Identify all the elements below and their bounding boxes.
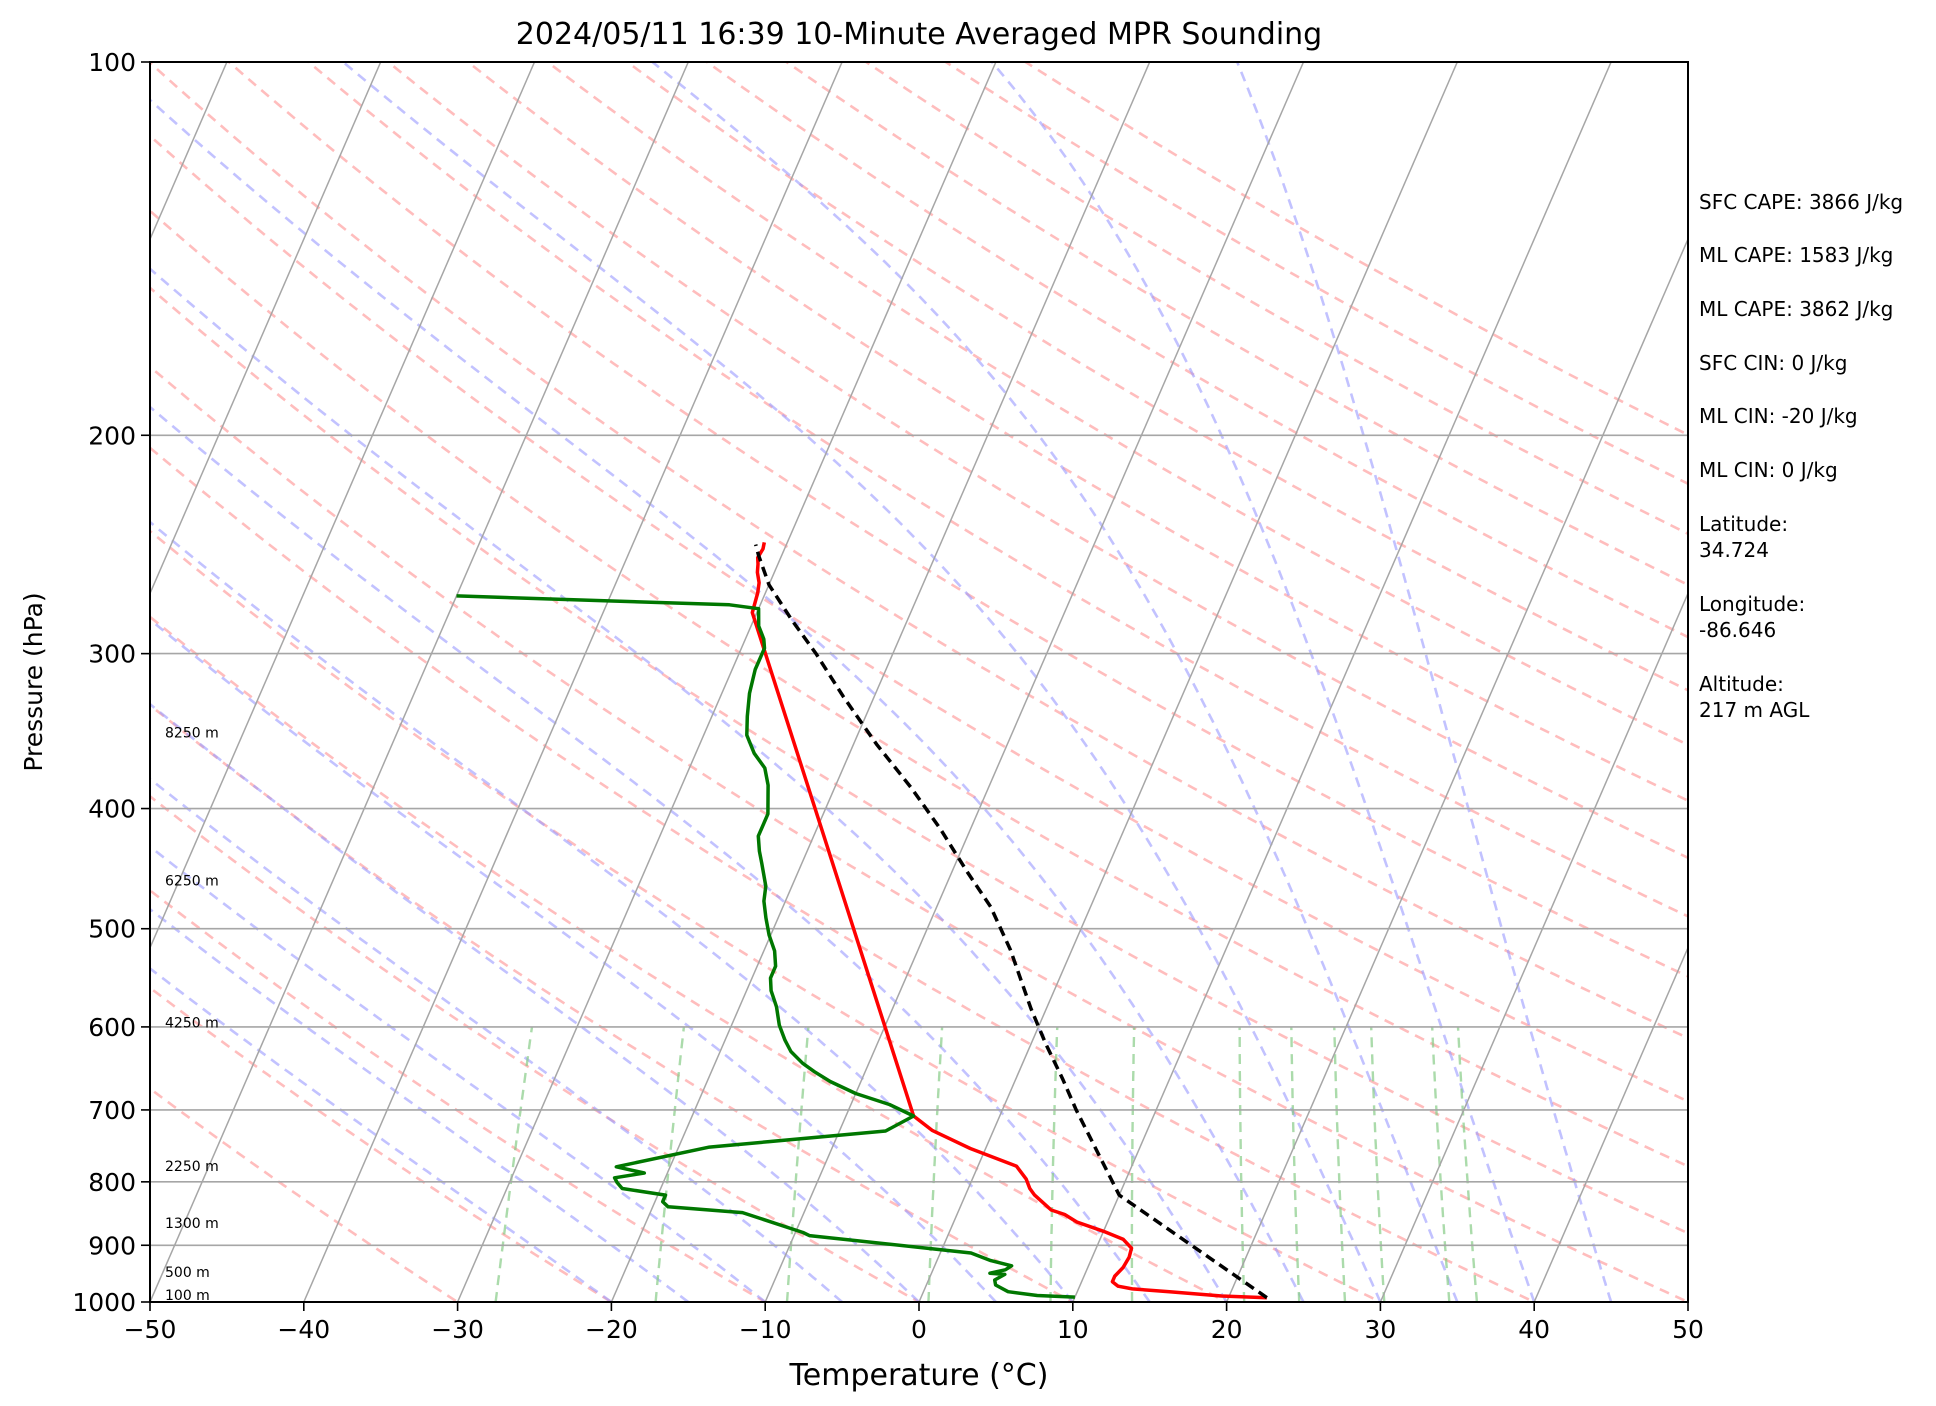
height-label: 8250 m [165, 726, 219, 742]
dry-adiabat-line [150, 986, 614, 1302]
moist-adiabat-line [150, 907, 690, 1302]
moist-adiabat-line [150, 267, 1228, 1302]
height-labels: 8250 m 6250 m 4250 m 2250 m 1300 m 500 m 100 m [165, 726, 219, 1304]
y-tick-label: 700 [88, 1096, 136, 1125]
y-tick-label: 300 [88, 640, 136, 669]
latitude-value: 34.724 [1699, 538, 1769, 562]
longitude-value: -86.646 [1699, 618, 1777, 642]
y-tick-label: 200 [88, 421, 136, 450]
dry-adiabat-line [150, 703, 1076, 1302]
isotherm-line [1379, 591, 1688, 1302]
moist-adiabat-line [150, 617, 997, 1302]
ml-cape-text: ML CAPE: 3862 J/kg [1699, 297, 1894, 321]
x-tick-label: −40 [277, 1315, 330, 1344]
x-tick-label: 20 [1211, 1315, 1243, 1344]
dry-adiabat-line [150, 446, 1538, 1302]
dewpoint-line [456, 594, 1075, 1299]
isotherm-line [303, 62, 843, 1302]
latitude-label: Latitude: [1699, 512, 1789, 536]
moist-adiabat-line [1235, 62, 1613, 1302]
height-label: 100 m [165, 1288, 210, 1304]
x-tick-label: 10 [1057, 1315, 1089, 1344]
height-label: 2250 m [165, 1159, 219, 1175]
isotherm-line [456, 62, 997, 1302]
x-tick-label: 40 [1518, 1315, 1550, 1344]
x-tick-label: 0 [911, 1315, 927, 1344]
x-tick-label: −30 [431, 1315, 484, 1344]
height-label: 500 m [165, 1265, 210, 1281]
x-tick-label: 30 [1364, 1315, 1396, 1344]
y-axis-label: Pressure (hPa) [19, 592, 48, 771]
axes: −50 −40 −30 −20 −10 0 10 20 30 40 50 100 200 300 400 50… [72, 48, 1704, 1344]
longitude-label: Longitude: [1699, 592, 1806, 616]
dry-adiabat-line [150, 529, 1384, 1302]
altitude-label: Altitude: [1699, 672, 1784, 696]
moist-adiabat-line [150, 702, 920, 1302]
sfc-cin-text: SFC CIN: 0 J/kg [1699, 351, 1848, 375]
height-label: 4250 m [165, 1016, 219, 1032]
y-tick-label: 100 [88, 48, 136, 77]
isotherm-line [918, 62, 1458, 1302]
altitude-value: 217 m AGL [1699, 698, 1810, 722]
height-label: 6250 m [165, 873, 219, 889]
ml-cin-text: ML CIN: 0 J/kg [1699, 458, 1838, 482]
dry-adiabat-line [150, 615, 1230, 1302]
isotherm-line [1072, 62, 1612, 1302]
chart-title: 2024/05/11 16:39 10-Minute Averaged MPR … [516, 17, 1322, 52]
background-lines [150, 62, 1688, 1302]
dry-adiabat-line [545, 62, 1688, 747]
isotherm-line [1533, 945, 1688, 1302]
dry-adiabat-line [386, 62, 1688, 860]
x-tick-label: 50 [1672, 1315, 1704, 1344]
moist-adiabat-line [150, 98, 1305, 1302]
dry-adiabat-line [150, 365, 1688, 1302]
isotherm-line [1225, 237, 1688, 1302]
y-tick-label: 500 [88, 915, 136, 944]
parcel-path-line [754, 544, 1268, 1300]
y-tick-label: 600 [88, 1013, 136, 1042]
moist-adiabat-line [990, 62, 1536, 1302]
data-series [456, 542, 1268, 1300]
ml-cape-text: ML CAPE: 1583 J/kg [1699, 243, 1894, 267]
isotherm-line [150, 62, 536, 950]
dry-adiabat-line [150, 888, 768, 1302]
isotherm-line [610, 62, 1151, 1302]
y-tick-label: 400 [88, 795, 136, 824]
y-tick-label: 1000 [72, 1288, 136, 1317]
isotherm-line [150, 62, 382, 596]
x-tick-label: −50 [124, 1315, 177, 1344]
y-tick-label: 800 [88, 1168, 136, 1197]
moist-adiabat-line [342, 62, 1382, 1302]
moist-adiabat-line [150, 777, 843, 1302]
x-axis-label: Temperature (°C) [789, 1358, 1049, 1393]
ml-cin-text: ML CIN: -20 J/kg [1699, 404, 1858, 428]
temperature-line [750, 542, 1267, 1300]
x-tick-label: −10 [739, 1315, 792, 1344]
sfc-cape-text: SFC CAPE: 3866 J/kg [1699, 190, 1904, 214]
moist-adiabat-line [150, 844, 767, 1302]
dry-adiabat-line [465, 62, 1688, 803]
moist-adiabat-line [150, 520, 1074, 1302]
dry-adiabat-line [784, 62, 1688, 587]
isotherm-line [764, 62, 1305, 1302]
y-tick-label: 900 [88, 1231, 136, 1260]
moist-adiabat-line [651, 62, 1459, 1302]
dry-adiabat-line [150, 1086, 461, 1302]
dry-adiabat-line [150, 134, 1688, 1103]
height-label: 1300 m [165, 1216, 219, 1232]
moist-adiabat-line [150, 405, 1151, 1302]
isotherm-line [150, 62, 689, 1302]
moist-adiabat-line [150, 966, 613, 1302]
dry-adiabat-line [150, 62, 1688, 1040]
x-tick-label: −20 [585, 1315, 638, 1344]
